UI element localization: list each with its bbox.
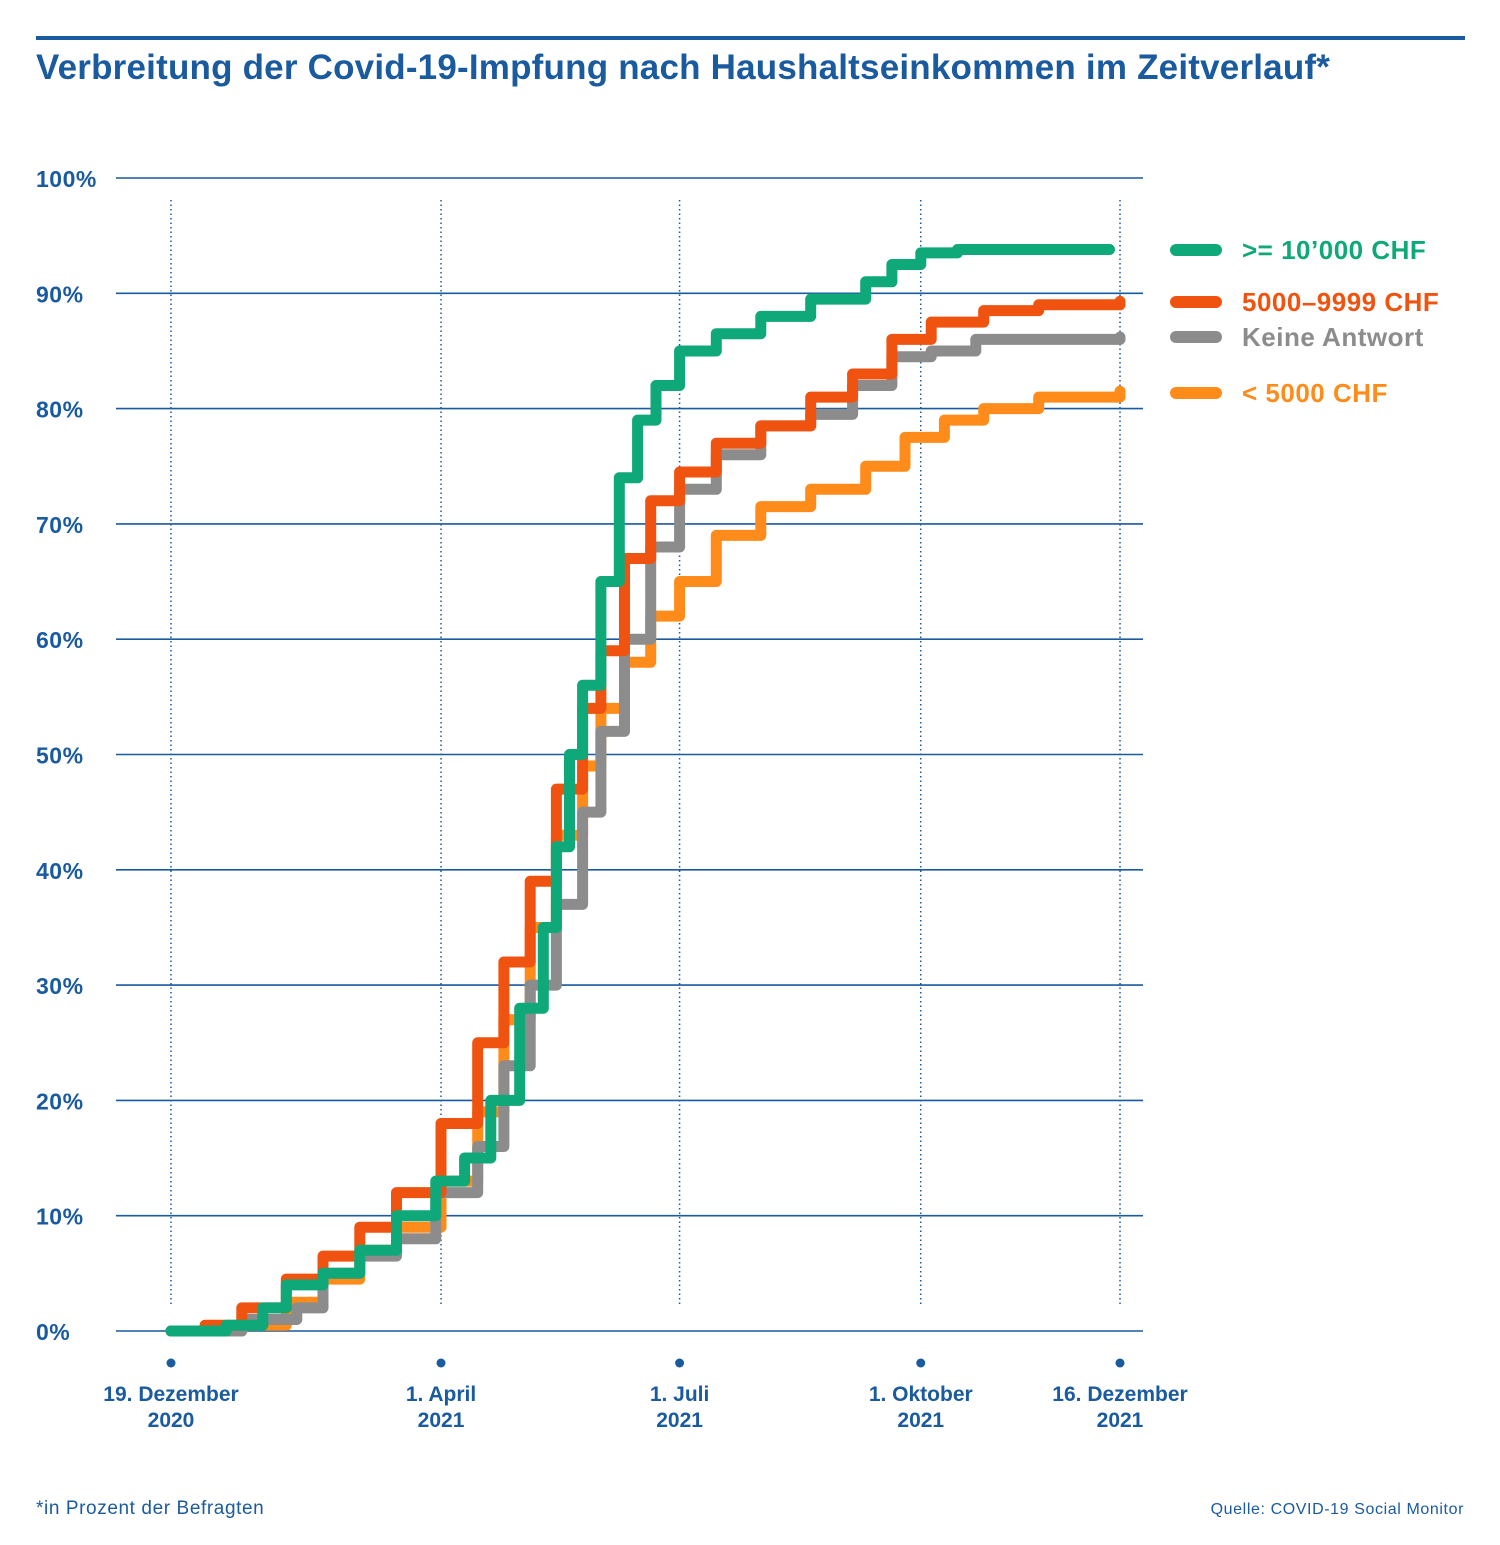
series-lines [165, 244, 1126, 1337]
legend-item-high-income: >= 10’000 CHF [1170, 232, 1426, 268]
y-tick-label: 0% [36, 1319, 70, 1345]
y-tick-label: 100% [36, 166, 97, 192]
x-tick-dot [1115, 1358, 1125, 1368]
x-tick-dot [166, 1358, 176, 1368]
x-tick-dot [436, 1358, 446, 1368]
x-tick-label: 19. Dezember [103, 1383, 238, 1406]
legend-label-mid-income: 5000–9999 CHF [1242, 286, 1440, 317]
legend-label-low-income: < 5000 CHF [1242, 377, 1388, 408]
x-tick-label: 16. Dezember [1052, 1383, 1187, 1406]
title-rule [36, 36, 1465, 40]
y-tick-label: 20% [36, 1088, 84, 1114]
x-axis-labels: 19. Dezember 2020 1. April 2021 1. Juli 2021 1… [103, 1358, 1188, 1432]
x-tick-label: 1. April [406, 1383, 476, 1406]
y-tick-label: 30% [36, 973, 84, 999]
y-axis-labels: 0% 10% 20% 30% 40% 50% 60% 70% 80% 90% 100% [36, 166, 97, 1345]
source-note: Quelle: COVID-19 Social Monitor [1210, 1501, 1464, 1518]
legend-label-no-answer: Keine Antwort [1242, 321, 1424, 352]
series-line [165, 295, 1126, 1337]
x-tick-year: 2021 [656, 1409, 703, 1432]
legend-swatch-no-answer [1170, 331, 1222, 343]
legend-swatch-mid-income [1170, 296, 1222, 308]
y-tick-label: 70% [36, 512, 84, 538]
y-tick-label: 40% [36, 858, 84, 884]
chart-title: Verbreitung der Covid-19-Impfung nach Ha… [36, 48, 1331, 87]
y-tick-label: 50% [36, 743, 84, 769]
x-tick-dot [916, 1358, 926, 1368]
legend-item-no-answer: Keine Antwort [1170, 319, 1424, 355]
legend-item-mid-income: 5000–9999 CHF [1170, 284, 1439, 320]
y-tick-label: 80% [36, 397, 84, 423]
y-tick-label: 10% [36, 1204, 84, 1230]
y-tick-label: 60% [36, 627, 84, 653]
x-tick-label: 1. Juli [650, 1383, 710, 1406]
x-tick-year: 2021 [418, 1409, 465, 1432]
y-tick-label: 90% [36, 281, 84, 307]
grid [116, 177, 1143, 1332]
x-tick-year: 2020 [148, 1409, 195, 1432]
legend-label-high-income: >= 10’000 CHF [1242, 234, 1427, 265]
x-tick-year: 2021 [1097, 1409, 1144, 1432]
series-line [165, 331, 1126, 1337]
x-tick-label: 1. Oktober [869, 1383, 973, 1406]
legend-swatch-high-income [1170, 244, 1222, 256]
x-tick-year: 2021 [897, 1409, 944, 1432]
x-tick-dot [675, 1358, 685, 1368]
footnote: *in Prozent der Befragten [36, 1498, 265, 1519]
series-line [165, 244, 1115, 1337]
legend-item-low-income: < 5000 CHF [1170, 375, 1388, 411]
legend-swatch-low-income [1170, 387, 1222, 399]
